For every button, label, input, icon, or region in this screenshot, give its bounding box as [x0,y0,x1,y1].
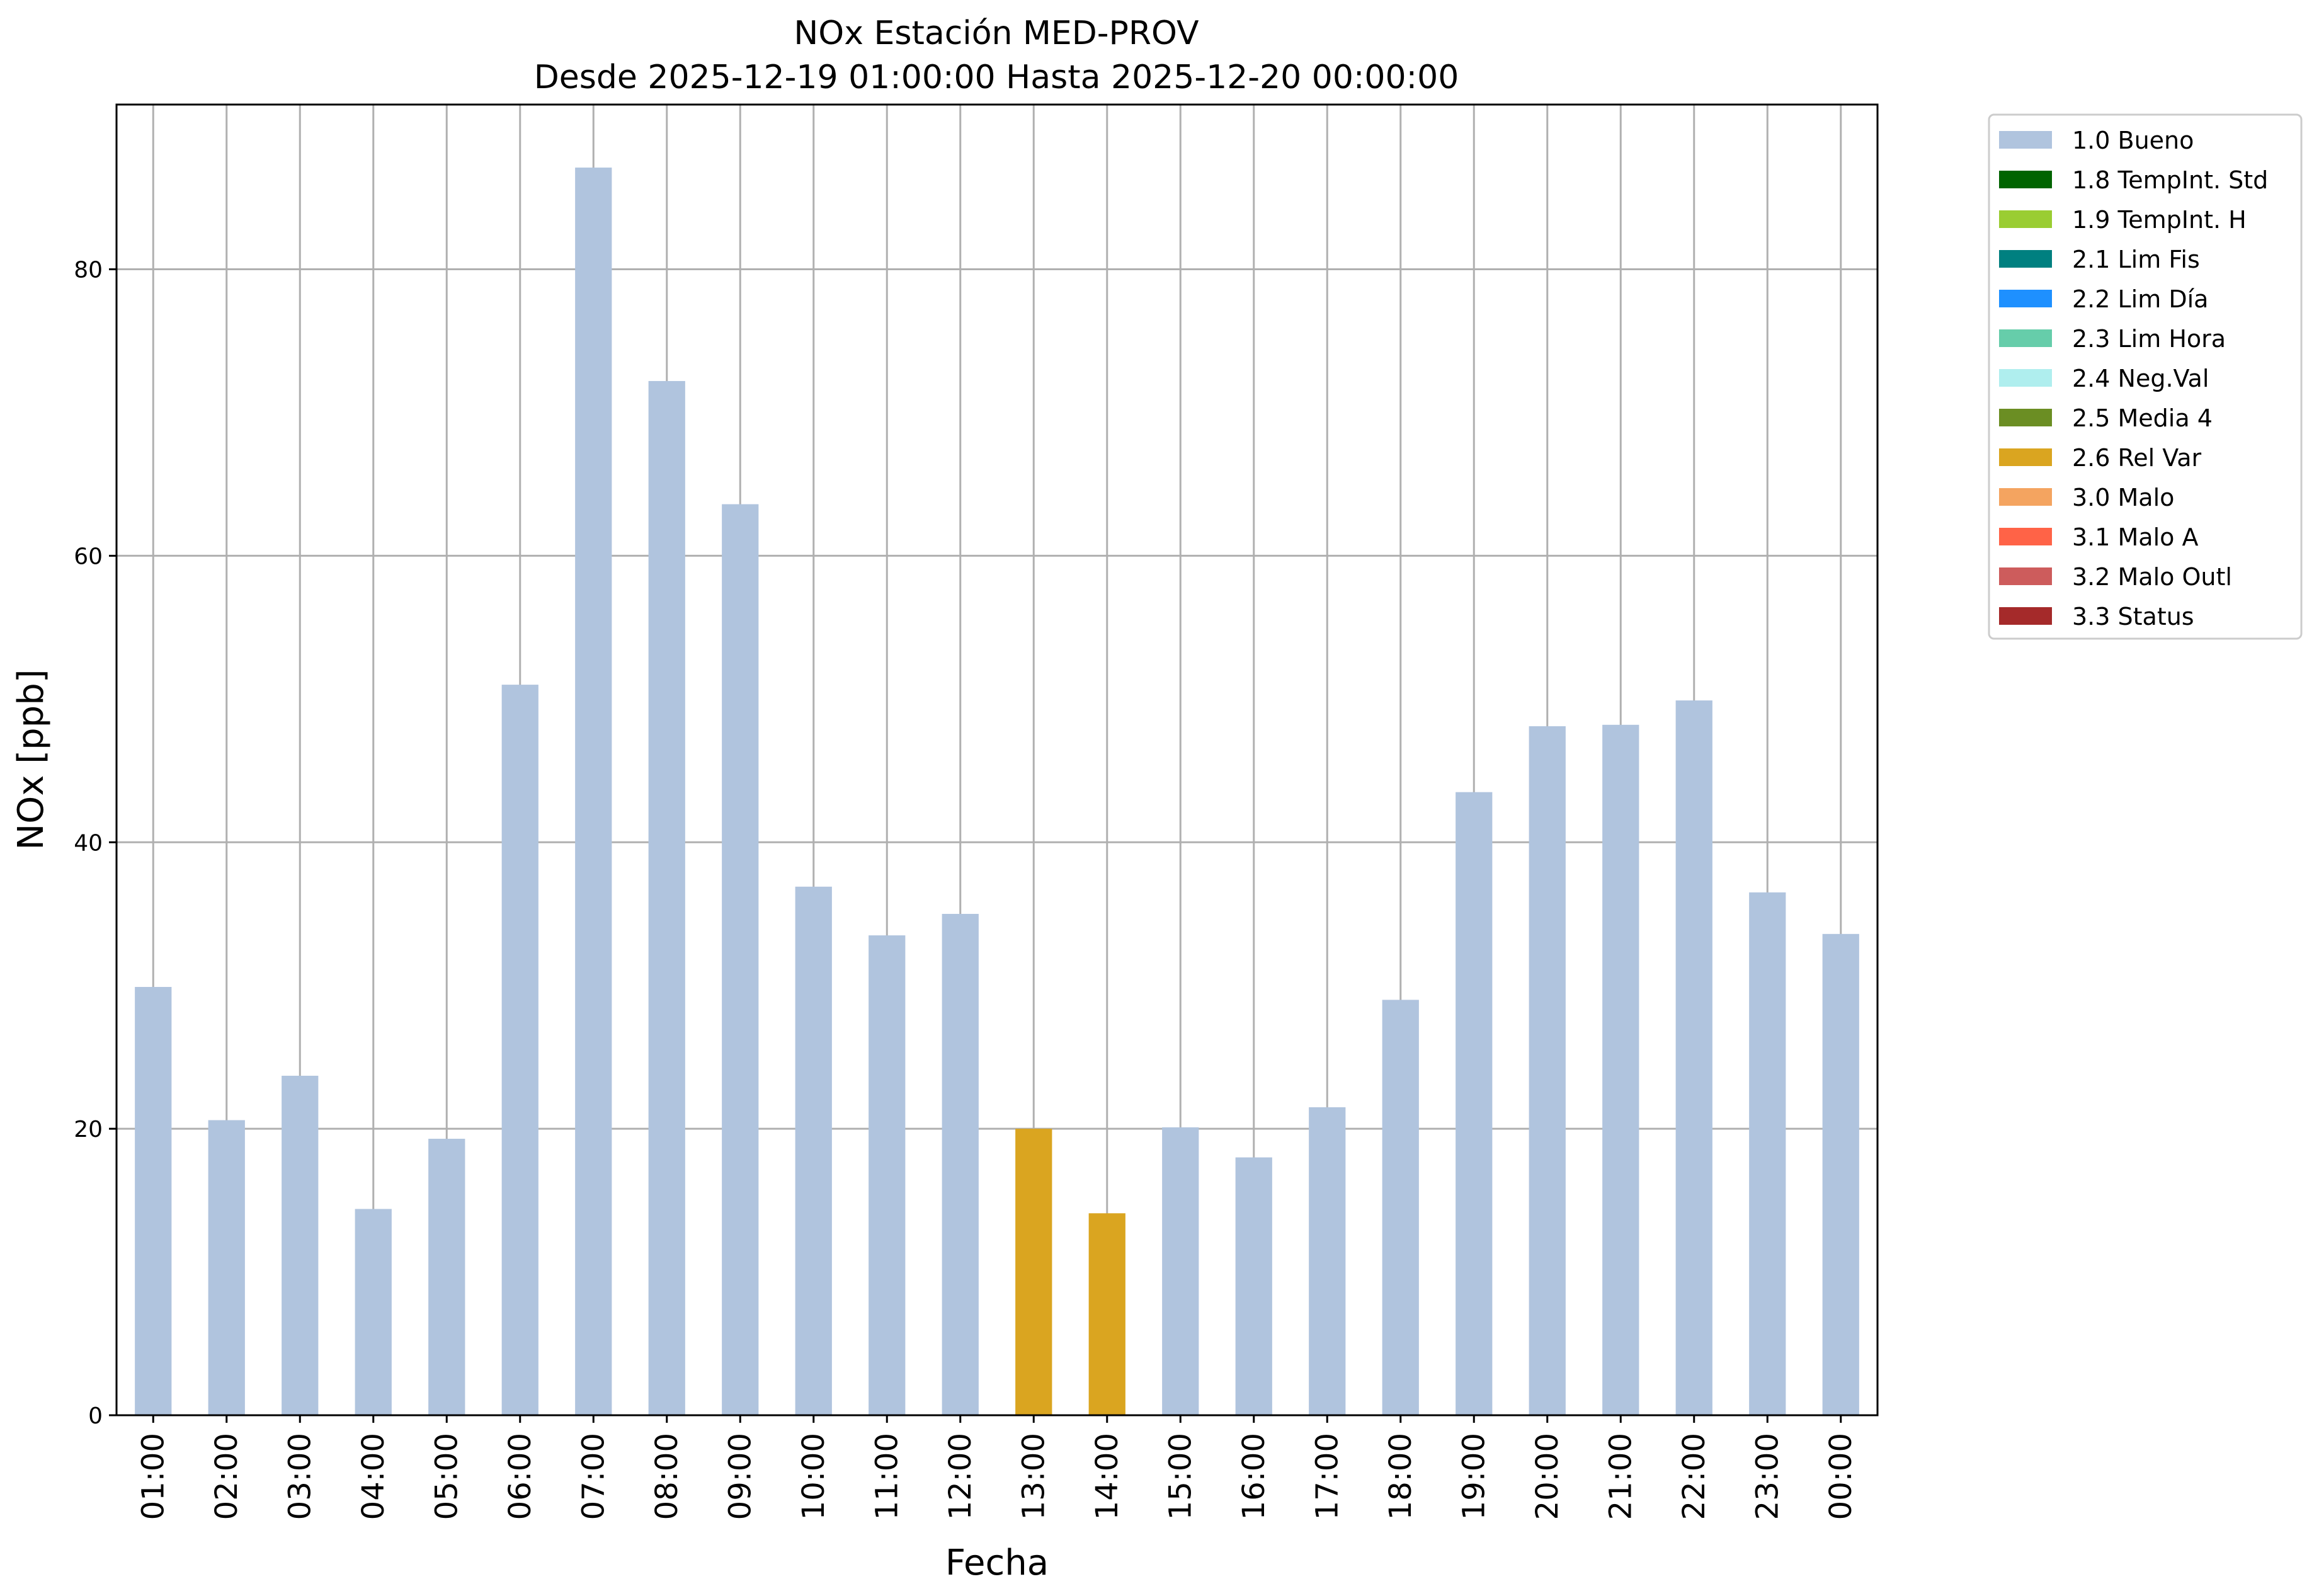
bar [722,504,759,1415]
legend-label: 2.2 Lim Día [2072,285,2208,313]
legend-label: 3.2 Malo Outl [2072,563,2232,591]
bar [135,986,172,1415]
x-tick-label: 15:00 [1163,1433,1198,1520]
bar [1088,1213,1125,1415]
x-tick-label: 04:00 [356,1433,391,1520]
legend-label: 2.4 Neg.Val [2072,365,2209,392]
bar [1382,1000,1419,1415]
legend-label: 2.6 Rel Var [2072,444,2202,472]
bar [428,1139,465,1415]
x-tick-label: 14:00 [1090,1433,1125,1520]
y-axis-label: NOx [ppb] [11,669,52,850]
bar [501,685,538,1415]
legend-swatch [1999,448,2052,466]
legend-swatch [1999,528,2052,545]
bar [208,1120,245,1415]
x-axis: 01:00 02:00 03:00 04:00 05:00 06:00 07:00 08:00… [135,1415,1859,1520]
y-tick-label: 0 [88,1403,103,1429]
legend-label: 1.0 Bueno [2072,127,2194,154]
bar [355,1209,392,1415]
bar [1822,933,1859,1415]
legend-label: 1.9 TempInt. H [2072,206,2247,234]
legend-label: 3.1 Malo A [2072,523,2198,551]
x-tick-label: 12:00 [943,1433,978,1520]
x-tick-label: 07:00 [576,1433,611,1520]
legend-label: 2.3 Lim Hora [2072,325,2226,353]
bar [1602,724,1639,1415]
bar [1235,1157,1272,1415]
y-tick-label: 40 [74,830,103,856]
bar [869,935,906,1415]
legend-swatch [1999,369,2052,387]
bar [1015,1129,1052,1415]
legend-swatch [1999,290,2052,307]
x-tick-label: 00:00 [1823,1433,1859,1520]
bar [648,380,685,1416]
bar [1749,892,1786,1415]
legend-swatch [1999,329,2052,347]
x-axis-label: Fecha [945,1542,1049,1583]
bar [942,913,979,1415]
x-tick-label: 05:00 [429,1433,464,1520]
legend-swatch [1999,171,2052,188]
legend-label: 2.1 Lim Fis [2072,246,2200,273]
legend-label: 1.8 TempInt. Std [2072,166,2268,194]
bar [1162,1127,1199,1415]
x-tick-label: 09:00 [722,1433,758,1520]
x-tick-label: 16:00 [1236,1433,1272,1520]
chart-title: NOx Estación MED-PROV [794,14,1199,52]
bar [1529,726,1566,1415]
x-tick-label: 01:00 [135,1433,171,1520]
bars-group [135,168,1859,1416]
y-axis: 0 20 40 60 80 [74,258,117,1429]
legend-swatch [1999,131,2052,149]
bar [1675,700,1712,1415]
x-tick-label: 17:00 [1309,1433,1345,1520]
x-tick-label: 20:00 [1530,1433,1565,1520]
bar [575,168,612,1415]
x-tick-label: 23:00 [1750,1433,1785,1520]
chart-subtitle: Desde 2025-12-19 01:00:00 Hasta 2025-12-… [534,59,1459,96]
y-tick-label: 80 [74,258,103,283]
legend-label: 2.5 Media 4 [2072,404,2213,432]
x-tick-label: 08:00 [649,1433,685,1520]
legend-swatch [1999,250,2052,268]
x-tick-label: 21:00 [1603,1433,1638,1520]
legend-swatch [1999,488,2052,506]
x-tick-label: 11:00 [869,1433,904,1520]
legend-label: 3.0 Malo [2072,484,2174,511]
x-tick-label: 03:00 [282,1433,317,1520]
bar [1309,1107,1346,1415]
bar [795,886,832,1415]
bar [282,1075,319,1415]
bar [1456,792,1493,1415]
x-tick-label: 02:00 [209,1433,244,1520]
y-tick-label: 20 [74,1117,103,1143]
x-tick-label: 06:00 [503,1433,538,1520]
x-tick-label: 22:00 [1677,1433,1712,1520]
legend-swatch [1999,409,2052,426]
legend: 1.0 Bueno 1.8 TempInt. Std 1.9 TempInt. H 2… [1988,113,2303,640]
legend-frame [1988,113,2303,640]
x-tick-label: 10:00 [796,1433,831,1520]
x-tick-label: 13:00 [1016,1433,1051,1520]
legend-label: 3.3 Status [2072,603,2194,630]
legend-swatch [1999,210,2052,228]
x-tick-label: 18:00 [1383,1433,1418,1520]
legend-swatch [1999,607,2052,625]
x-tick-label: 19:00 [1456,1433,1491,1520]
legend-swatch [1999,567,2052,585]
y-tick-label: 60 [74,544,103,569]
plot-frame [115,103,1879,1416]
